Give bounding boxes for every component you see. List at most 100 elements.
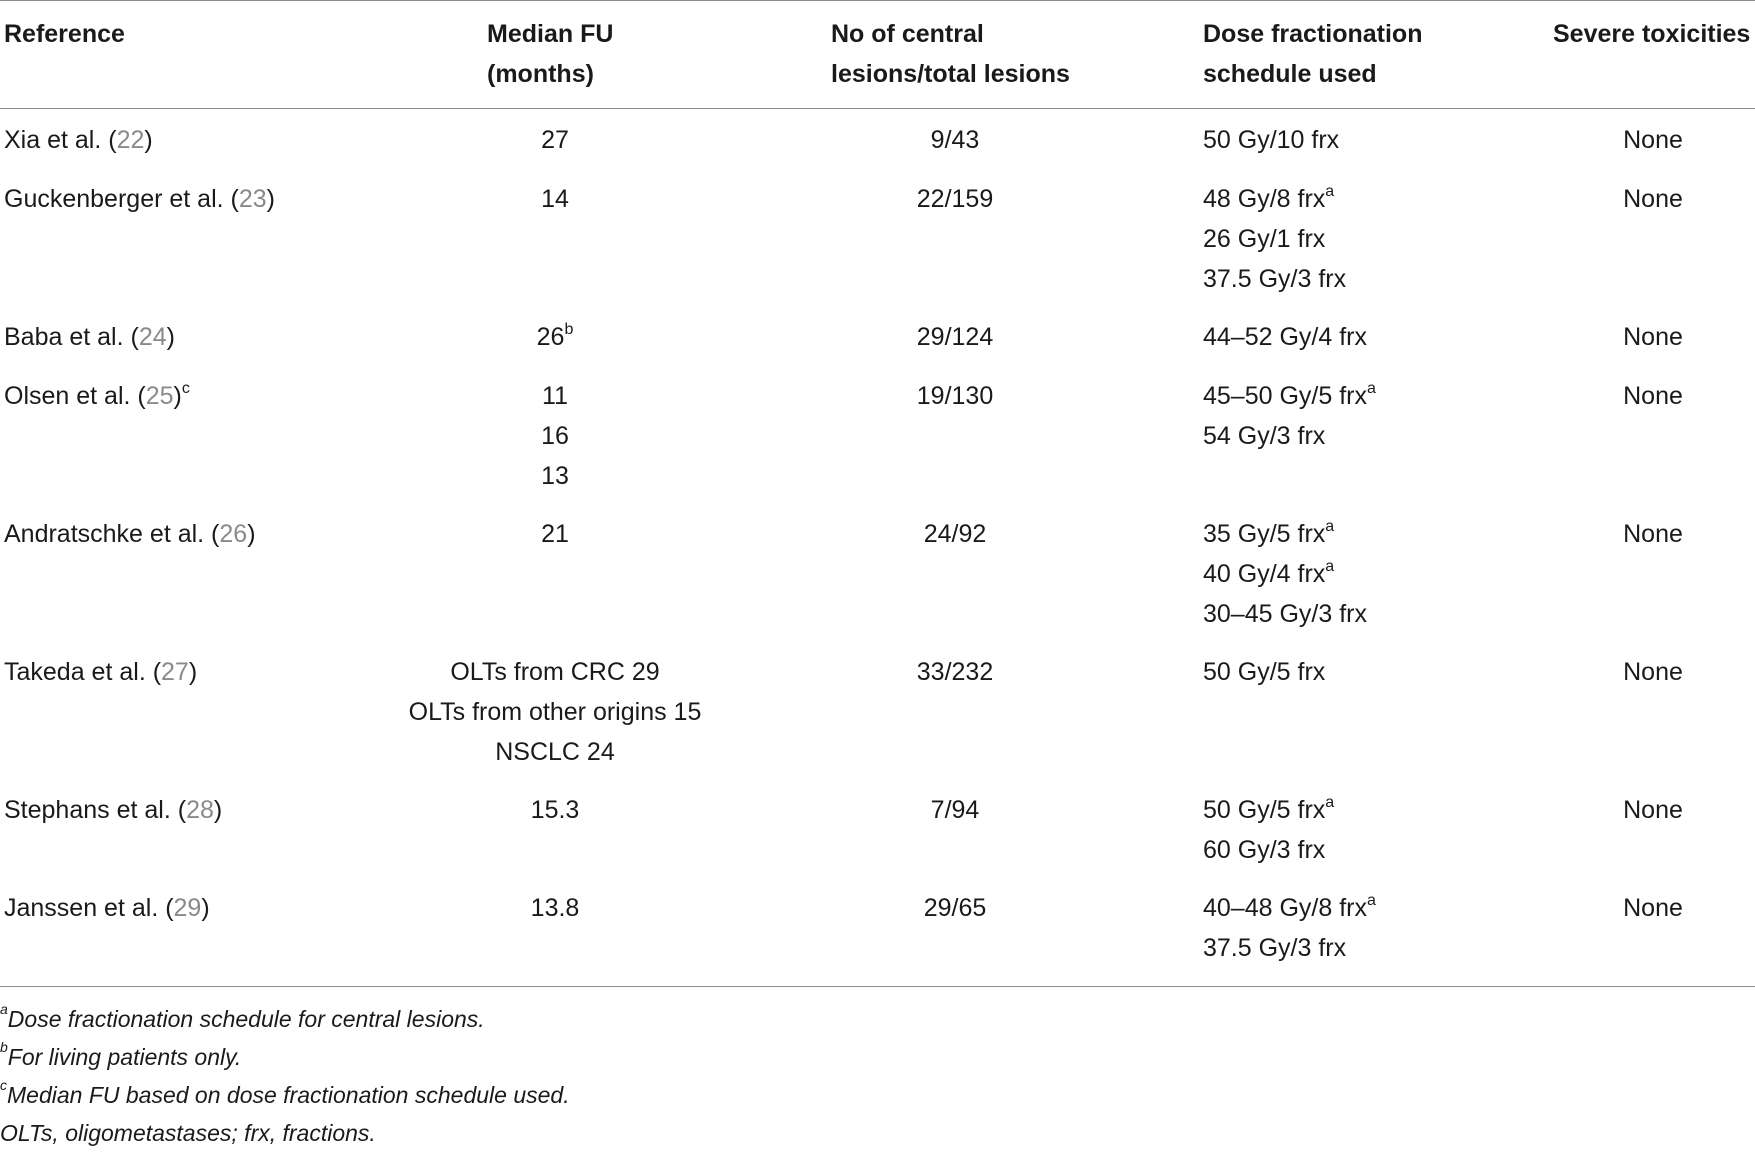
dose-schedule: 50 Gy/10 frx bbox=[1203, 120, 1339, 160]
footnote-text: Median FU based on dose fractionation sc… bbox=[7, 1082, 570, 1108]
median-fu-value: 11 bbox=[541, 376, 569, 416]
median-fu-value: 27 bbox=[541, 120, 569, 160]
median-fu-text: NSCLC 24 bbox=[495, 738, 615, 766]
reference-close: ) bbox=[213, 796, 223, 824]
table-header: Reference Median FU (months) No of centr… bbox=[0, 0, 1755, 108]
footnote-text: Dose fractionation schedule for central … bbox=[7, 1006, 485, 1032]
dose-text: 35 Gy/5 frx bbox=[1203, 520, 1326, 548]
reference-cell: Baba et al. (24) bbox=[4, 317, 175, 357]
toxicity-cell: None bbox=[1623, 894, 1683, 922]
median-fu-text: 13 bbox=[541, 462, 569, 490]
lesions-cell: 24/92 bbox=[923, 520, 987, 548]
reference-name: Olsen et al. ( bbox=[4, 382, 146, 410]
median-fu-value: OLTs from other origins 15 bbox=[409, 692, 702, 732]
dose-text: 48 Gy/8 frx bbox=[1203, 185, 1326, 213]
median-fu-cell: OLTs from CRC 29 OLTs from other origins … bbox=[409, 652, 702, 772]
toxicity-cell: None bbox=[1623, 126, 1683, 154]
median-fu-cell: 26b bbox=[537, 317, 574, 357]
median-fu-cell: 15.3 bbox=[531, 790, 580, 830]
reference-close: ) bbox=[201, 894, 210, 922]
footnote-marker: a bbox=[1325, 557, 1335, 575]
lesions-cell: 19/130 bbox=[916, 382, 994, 410]
footnote-marker: c bbox=[0, 1077, 7, 1094]
dose-schedule: 37.5 Gy/3 frx bbox=[1203, 259, 1346, 299]
dose-cell: 44–52 Gy/4 frx bbox=[1203, 317, 1367, 357]
dose-schedule: 48 Gy/8 frxa bbox=[1203, 179, 1346, 219]
reference-name: Stephans et al. ( bbox=[4, 796, 187, 824]
dose-schedule: 37.5 Gy/3 frx bbox=[1203, 928, 1376, 968]
median-fu-value: 15.3 bbox=[531, 790, 580, 830]
median-fu-cell: 27 bbox=[541, 120, 569, 160]
dose-schedule: 35 Gy/5 frxa bbox=[1203, 514, 1367, 554]
footnote-marker: a bbox=[1366, 891, 1376, 909]
dose-schedule: 50 Gy/5 frxa bbox=[1203, 790, 1334, 830]
median-fu-text: 13.8 bbox=[530, 894, 580, 922]
footnote: aDose fractionation schedule for central… bbox=[0, 1000, 570, 1038]
header-dose: Dose fractionation schedule used bbox=[1203, 20, 1423, 88]
dose-cell: 40–48 Gy/8 frxa 37.5 Gy/3 frx bbox=[1203, 888, 1376, 968]
reference-cell: Andratschke et al. (26) bbox=[4, 514, 256, 554]
median-fu-value: 13 bbox=[541, 456, 569, 496]
reference-cell: Takeda et al. (27) bbox=[4, 652, 197, 692]
dose-text: 44–52 Gy/4 frx bbox=[1203, 323, 1367, 351]
median-fu-text: 15.3 bbox=[530, 796, 580, 824]
toxicity-cell: None bbox=[1623, 520, 1683, 548]
dose-cell: 50 Gy/5 frx bbox=[1203, 652, 1325, 692]
median-fu-value: 14 bbox=[541, 179, 569, 219]
bottom-rule bbox=[0, 986, 1755, 987]
lesions-cell: 7/94 bbox=[930, 796, 980, 824]
lesions-cell: 9/43 bbox=[930, 126, 980, 154]
header-reference: Reference bbox=[4, 20, 125, 48]
reference-number: 22 bbox=[116, 126, 145, 154]
footnote-text: For living patients only. bbox=[7, 1044, 242, 1070]
footnote-text: OLTs, oligometastases; frx, fractions. bbox=[0, 1120, 376, 1146]
dose-cell: 48 Gy/8 frxa 26 Gy/1 frx 37.5 Gy/3 frx bbox=[1203, 179, 1346, 299]
dose-text: 37.5 Gy/3 frx bbox=[1203, 934, 1347, 962]
toxicity-cell: None bbox=[1623, 658, 1683, 686]
toxicity-cell: None bbox=[1623, 323, 1683, 351]
median-fu-text: 16 bbox=[541, 422, 569, 450]
toxicity-cell: None bbox=[1623, 382, 1683, 410]
reference-number: 27 bbox=[161, 658, 189, 686]
table-footnotes: aDose fractionation schedule for central… bbox=[0, 1000, 570, 1152]
dose-schedule: 44–52 Gy/4 frx bbox=[1203, 317, 1367, 357]
lesions-cell: 29/65 bbox=[923, 894, 987, 922]
footnote-marker: a bbox=[1366, 379, 1376, 397]
footnote-marker: a bbox=[1325, 182, 1335, 200]
lesions-cell: 22/159 bbox=[916, 185, 994, 213]
dose-schedule: 30–45 Gy/3 frx bbox=[1203, 594, 1367, 634]
reference-close: ) bbox=[266, 185, 275, 213]
reference-number: 25 bbox=[145, 382, 174, 410]
reference-number: 29 bbox=[173, 894, 202, 922]
dose-cell: 45–50 Gy/5 frxa 54 Gy/3 frx bbox=[1203, 376, 1376, 456]
median-fu-value: 21 bbox=[541, 514, 569, 554]
reference-cell: Guckenberger et al. (23) bbox=[4, 179, 275, 219]
header-median-fu: Median FU (months) bbox=[487, 20, 614, 88]
reference-number: 23 bbox=[238, 185, 267, 213]
reference-close: ) bbox=[173, 382, 182, 410]
median-fu-value: 26b bbox=[537, 317, 574, 357]
dose-schedule: 45–50 Gy/5 frxa bbox=[1203, 376, 1376, 416]
footnote-marker: c bbox=[181, 379, 190, 397]
footnote-marker: b bbox=[0, 1039, 8, 1056]
dose-text: 50 Gy/5 frx bbox=[1203, 658, 1326, 686]
dose-cell: 50 Gy/10 frx bbox=[1203, 120, 1339, 160]
dose-text: 30–45 Gy/3 frx bbox=[1203, 600, 1367, 628]
dose-text: 54 Gy/3 frx bbox=[1203, 422, 1326, 450]
reference-close: ) bbox=[188, 658, 198, 686]
dose-text: 37.5 Gy/3 frx bbox=[1203, 265, 1347, 293]
dose-cell: 50 Gy/5 frxa 60 Gy/3 frx bbox=[1203, 790, 1334, 870]
reference-cell: Stephans et al. (28) bbox=[4, 790, 222, 830]
dose-schedule: 50 Gy/5 frx bbox=[1203, 652, 1325, 692]
footnote-marker: a bbox=[1325, 793, 1335, 811]
header-lesions: No of central lesions/total lesions bbox=[831, 20, 1070, 88]
dose-text: 60 Gy/3 frx bbox=[1203, 836, 1326, 864]
footnote: OLTs, oligometastases; frx, fractions. bbox=[0, 1114, 570, 1152]
dose-text: 40–48 Gy/8 frx bbox=[1203, 894, 1367, 922]
median-fu-text: OLTs from other origins 15 bbox=[408, 698, 702, 726]
median-fu-text: 14 bbox=[541, 185, 569, 213]
median-fu-text: 21 bbox=[541, 520, 569, 548]
median-fu-text: 11 bbox=[542, 382, 568, 410]
reference-close: ) bbox=[144, 126, 153, 154]
reference-name: Takeda et al. ( bbox=[4, 658, 162, 686]
